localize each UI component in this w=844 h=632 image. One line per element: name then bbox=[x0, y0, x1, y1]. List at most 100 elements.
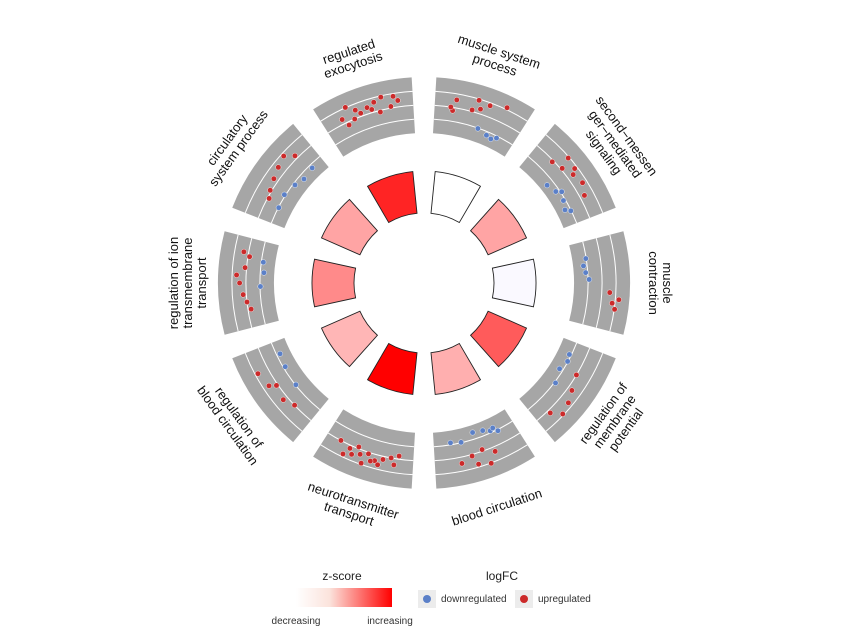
upregulated-gene-point bbox=[355, 444, 362, 450]
panel-gridline bbox=[244, 352, 303, 432]
upregulated-gene-point bbox=[611, 306, 618, 313]
panel-gridline bbox=[259, 241, 266, 325]
upregulated-gene-point bbox=[504, 104, 510, 111]
upregulated-gene-point bbox=[388, 455, 395, 461]
term-panel bbox=[232, 123, 329, 229]
upregulated-gene-point bbox=[394, 97, 401, 104]
upregulated-gene-point bbox=[570, 171, 577, 178]
upregulated-gene-point bbox=[609, 300, 616, 307]
upregulated-gene-point bbox=[339, 116, 346, 123]
upregulated-gene-point bbox=[244, 299, 250, 305]
upregulated-gene-point bbox=[266, 195, 273, 202]
legend: z-score decreasing increasing logFC down… bbox=[272, 569, 591, 627]
panel-gridline bbox=[595, 238, 603, 328]
upregulated-gene-point bbox=[559, 165, 566, 172]
upregulated-gene-point bbox=[579, 179, 586, 186]
panel-gridline bbox=[435, 444, 528, 476]
downregulated-gene-point bbox=[493, 135, 500, 142]
logfc-up-marker bbox=[520, 595, 528, 603]
term-panel bbox=[218, 231, 279, 335]
downregulated-gene-point bbox=[560, 197, 567, 204]
panel-gridline bbox=[244, 134, 303, 214]
panel-gridline bbox=[609, 234, 617, 332]
upregulated-gene-point bbox=[267, 187, 274, 194]
term-label-line: transmembrane bbox=[180, 237, 195, 328]
panel-gridline bbox=[320, 444, 413, 476]
upregulated-gene-point bbox=[346, 122, 353, 128]
upregulated-gene-point bbox=[347, 445, 353, 452]
term-panel bbox=[569, 231, 630, 335]
zscore-bar bbox=[366, 342, 418, 395]
downregulated-gene-point bbox=[552, 188, 559, 195]
upregulated-gene-point bbox=[291, 402, 298, 409]
term-label: neurotransmittertransport bbox=[302, 479, 402, 536]
upregulated-gene-point bbox=[340, 451, 346, 457]
panel-gridline bbox=[433, 118, 513, 146]
zscore-legend-high: increasing bbox=[367, 616, 413, 627]
upregulated-gene-point bbox=[459, 460, 465, 467]
outer-ring-panels bbox=[218, 77, 630, 489]
upregulated-gene-point bbox=[352, 107, 359, 114]
upregulated-gene-point bbox=[492, 448, 499, 455]
downregulated-gene-point bbox=[567, 207, 574, 214]
downregulated-gene-point bbox=[260, 259, 267, 266]
panel-gridline bbox=[257, 347, 312, 421]
upregulated-gene-point bbox=[348, 451, 355, 458]
downregulated-gene-point bbox=[257, 283, 264, 290]
panel-gridline bbox=[257, 145, 312, 219]
logfc-down-marker bbox=[423, 595, 431, 603]
zscore-gradient-bar bbox=[296, 588, 392, 607]
downregulated-gene-point bbox=[566, 351, 573, 358]
term-panel bbox=[232, 337, 329, 443]
term-label-line: regulation of ion bbox=[166, 237, 181, 330]
downregulated-gene-point bbox=[556, 365, 563, 372]
term-panel bbox=[519, 123, 616, 229]
downregulated-gene-point bbox=[309, 165, 316, 171]
panel-gridline bbox=[433, 420, 513, 448]
upregulated-gene-point bbox=[476, 97, 482, 104]
downregulated-gene-point bbox=[282, 363, 289, 370]
upregulated-gene-point bbox=[477, 106, 484, 113]
downregulated-gene-point bbox=[458, 439, 464, 446]
panel-gridline bbox=[320, 90, 413, 122]
panel-gridline bbox=[434, 432, 521, 462]
zscore-bar bbox=[469, 310, 528, 368]
upregulated-gene-point bbox=[358, 460, 365, 467]
downregulated-gene-point bbox=[483, 132, 490, 139]
term-panel bbox=[313, 77, 416, 157]
upregulated-gene-point bbox=[581, 192, 588, 199]
upregulated-gene-point bbox=[248, 306, 255, 313]
upregulated-gene-point bbox=[568, 387, 575, 394]
panel-gridline bbox=[335, 118, 415, 146]
upregulated-gene-point bbox=[565, 155, 572, 161]
upregulated-gene-point bbox=[357, 110, 364, 117]
downregulated-gene-point bbox=[495, 427, 501, 434]
panel-gridline bbox=[536, 347, 591, 421]
term-label: blood circulation bbox=[450, 485, 544, 528]
panel-gridline bbox=[582, 241, 589, 325]
upregulated-gene-point bbox=[606, 289, 613, 296]
downregulated-gene-point bbox=[301, 176, 307, 182]
upregulated-gene-point bbox=[236, 280, 243, 286]
upregulated-gene-point bbox=[469, 107, 476, 113]
panel-gridline bbox=[245, 238, 253, 328]
downregulated-gene-point bbox=[558, 188, 565, 195]
panel-gridline bbox=[527, 155, 578, 224]
upregulated-gene-point bbox=[571, 165, 578, 172]
term-label-line: contraction bbox=[646, 251, 661, 315]
upregulated-gene-point bbox=[370, 99, 377, 106]
zscore-bar bbox=[430, 171, 482, 224]
zscore-bar bbox=[469, 198, 528, 256]
upregulated-gene-point bbox=[240, 291, 247, 298]
zscore-bar bbox=[491, 258, 537, 308]
upregulated-gene-point bbox=[573, 372, 580, 378]
upregulated-gene-point bbox=[380, 456, 386, 463]
term-label-line: muscle bbox=[660, 262, 675, 303]
downregulated-gene-point bbox=[281, 191, 288, 198]
zscore-ring bbox=[311, 171, 537, 395]
panel-gridline bbox=[527, 342, 578, 411]
upregulated-gene-point bbox=[275, 164, 282, 171]
term-label: musclecontraction bbox=[646, 251, 675, 315]
upregulated-gene-point bbox=[246, 253, 253, 260]
